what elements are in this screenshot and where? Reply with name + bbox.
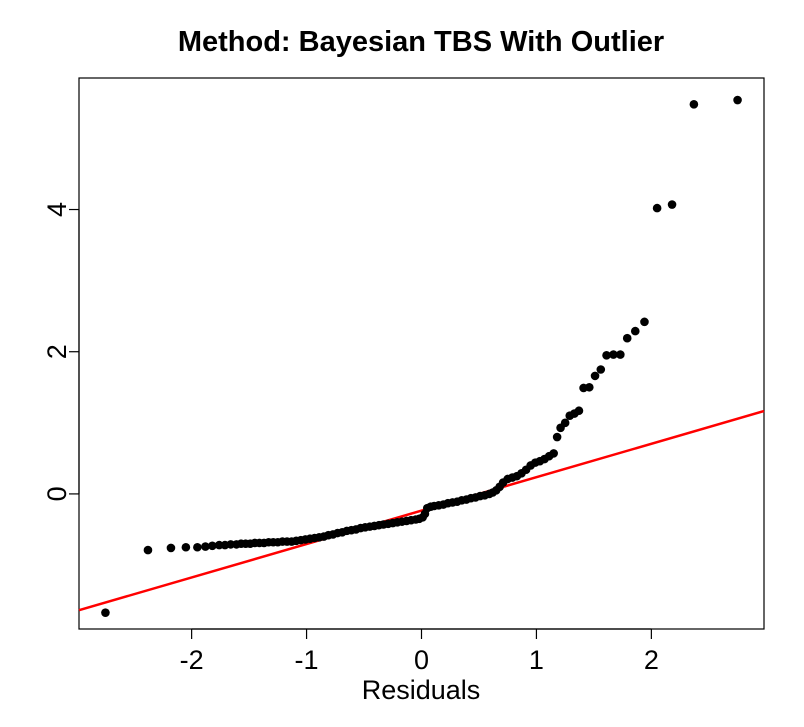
data-point [616, 350, 625, 359]
y-tick-label: 2 [42, 344, 72, 359]
data-point [667, 200, 677, 209]
data-point [552, 432, 562, 442]
data-point [609, 350, 618, 359]
y-tick-label: 0 [42, 486, 72, 501]
y-axis: 0 2 4 [42, 202, 80, 501]
data-point [560, 418, 570, 428]
points-layer [101, 95, 742, 617]
data-point [574, 406, 584, 416]
data-point [602, 350, 611, 360]
data-point [640, 317, 649, 327]
reference-line-layer [78, 409, 765, 612]
y-tick-label: 4 [42, 202, 72, 217]
data-point [689, 100, 699, 109]
data-point [193, 542, 202, 552]
data-point [590, 371, 600, 381]
x-axis: -2 -1 0 1 2 [180, 628, 659, 675]
data-point [652, 203, 662, 213]
data-point [101, 608, 110, 617]
data-point [585, 382, 594, 392]
data-point [630, 326, 640, 336]
x-tick-label: -1 [295, 645, 319, 675]
x-tick-label: -2 [180, 645, 204, 675]
qq-reference-line [78, 409, 765, 612]
data-point [596, 365, 606, 374]
data-point [733, 95, 742, 105]
x-tick-label: 1 [529, 645, 544, 675]
data-point [549, 449, 558, 458]
x-tick-label: 0 [414, 645, 429, 675]
data-point [201, 542, 210, 551]
x-axis-label: Residuals [362, 675, 481, 705]
chart-title: Method: Bayesian TBS With Outlier [178, 26, 664, 58]
data-point [622, 333, 632, 343]
data-point [181, 542, 191, 552]
x-tick-label: 2 [644, 645, 659, 675]
data-point [166, 543, 176, 553]
data-point [143, 545, 153, 555]
data-point [208, 541, 217, 551]
